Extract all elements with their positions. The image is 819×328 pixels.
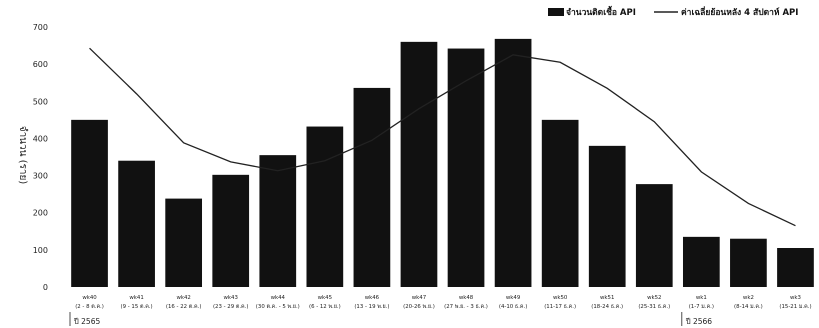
x-tick-week-wk3: wk3: [790, 295, 801, 301]
y-tick-label-3: 300: [33, 172, 48, 181]
x-tick-week-wk51: wk51: [600, 295, 614, 301]
line-series: [89, 47, 796, 227]
bar-wk45: [306, 126, 344, 288]
y-tick-label-4: 400: [33, 134, 48, 143]
line-moving-average: [89, 47, 796, 227]
x-tick-range-wk51: (18-24 ธ.ค.): [591, 303, 623, 310]
x-tick-range-wk44: (30 ต.ค. - 5 พ.ย.): [256, 304, 300, 310]
x-tick-range-wk2: (8-14 ม.ค.): [734, 304, 763, 310]
x-tick-week-wk50: wk50: [553, 295, 568, 301]
legend: จำนวนติดเชื้อ API ค่าเฉลี่ยย้อนหลัง 4 สั…: [548, 5, 798, 18]
bar-wk41: [118, 160, 155, 287]
x-tick-range-wk47: (20-26 พ.ย.): [403, 304, 435, 310]
x-tick-week-wk52: wk52: [647, 295, 661, 301]
bar-wk43: [212, 174, 250, 287]
bar-wk49: [494, 38, 532, 288]
legend-bar-swatch: [548, 8, 564, 16]
bar-wk42: [165, 198, 203, 287]
y-tick-label-6: 600: [33, 60, 48, 69]
x-tick-range-wk50: (11-17 ธ.ค.): [544, 303, 576, 310]
x-tick-range-wk43: (23 - 29 ต.ค.): [213, 304, 249, 310]
x-tick-week-wk1: wk1: [696, 295, 707, 301]
bar-series: [71, 38, 814, 288]
bar-wk40: [71, 119, 108, 287]
bar-wk47: [400, 41, 438, 287]
x-tick-week-wk41: wk41: [129, 295, 143, 301]
bar-wk2: [730, 238, 767, 287]
x-tick-week-wk49: wk49: [506, 295, 521, 301]
bar-wk50: [541, 119, 579, 287]
year-marker-label-1: ปี 2566: [685, 317, 712, 326]
x-axis: wk40 (2 - 8 ต.ค.) wk41 (9 - 15 ต.ค.) wk42 (16…: [75, 295, 811, 310]
bar-wk52: [635, 184, 673, 287]
legend-bar-label: จำนวนติดเชื้อ API: [566, 5, 636, 18]
x-tick-range-wk45: (6 - 12 พ.ย.): [309, 304, 341, 310]
x-tick-week-wk42: wk42: [176, 295, 190, 301]
y-tick-label-1: 100: [33, 246, 48, 255]
y-tick-label-0: 0: [43, 283, 48, 292]
year-markers: ปี 2565 ปี 2566: [69, 312, 712, 326]
x-tick-week-wk47: wk47: [412, 295, 426, 301]
y-axis-label: จำนวน (ราย): [17, 126, 28, 185]
x-tick-range-wk40: (2 - 8 ต.ค.): [75, 304, 104, 310]
bar-wk51: [588, 145, 626, 287]
x-tick-week-wk44: wk44: [271, 295, 286, 301]
x-tick-week-wk46: wk46: [365, 295, 380, 301]
x-tick-week-wk45: wk45: [318, 295, 332, 301]
y-tick-label-7: 700: [33, 23, 48, 32]
bar-wk1: [682, 236, 720, 287]
bar-wk44: [259, 155, 297, 287]
legend-line-label: ค่าเฉลี่ยย้อนหลัง 4 สัปดาห์ API: [681, 5, 798, 18]
x-tick-week-wk40: wk40: [82, 295, 97, 301]
y-axis: 0 100 200 300 400 500 600 700: [33, 23, 48, 292]
x-tick-range-wk3: (15-21 ม.ค.): [779, 304, 811, 310]
year-marker-label-0: ปี 2565: [73, 317, 100, 326]
y-tick-label-2: 200: [33, 209, 48, 218]
bar-wk48: [447, 48, 485, 287]
x-tick-range-wk49: (4-10 ธ.ค.): [499, 303, 527, 310]
x-tick-week-wk43: wk43: [224, 295, 238, 301]
x-tick-range-wk52: (25-31 ธ.ค.): [638, 303, 670, 310]
x-tick-week-wk48: wk48: [459, 295, 474, 301]
x-tick-range-wk46: (13 - 19 พ.ย.): [354, 304, 389, 310]
y-tick-label-5: 500: [33, 97, 48, 106]
x-tick-range-wk41: (9 - 15 ต.ค.): [121, 304, 153, 310]
x-tick-range-wk42: (16 - 22 ต.ค.): [166, 304, 202, 310]
bar-wk3: [777, 248, 814, 287]
x-tick-range-wk1: (1-7 ม.ค.): [689, 304, 714, 310]
bar-wk46: [353, 87, 391, 288]
x-tick-week-wk2: wk2: [743, 295, 754, 301]
x-tick-range-wk48: (27 พ.ย. - 3 ธ.ค.): [444, 303, 488, 310]
